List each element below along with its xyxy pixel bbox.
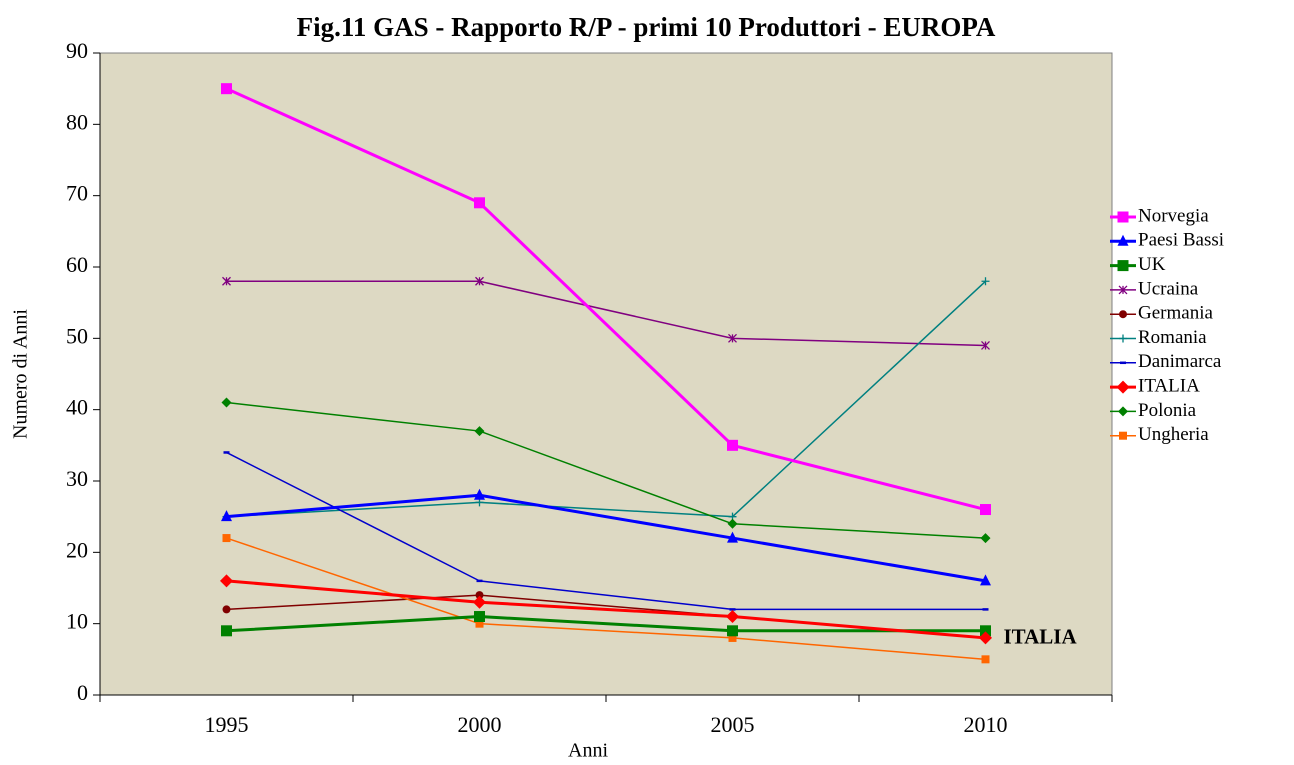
marker xyxy=(221,397,232,408)
marker xyxy=(221,625,232,637)
series-line xyxy=(226,579,986,640)
y-tick-label: 50 xyxy=(66,323,88,348)
y-tick-label: 30 xyxy=(66,466,88,491)
series-line xyxy=(226,280,986,347)
marker xyxy=(1119,334,1127,343)
marker xyxy=(473,595,486,609)
marker xyxy=(981,341,990,350)
legend-label: Norvegia xyxy=(1138,205,1209,226)
marker xyxy=(1116,380,1130,394)
marker xyxy=(475,276,484,286)
marker xyxy=(222,605,231,614)
marker xyxy=(981,655,990,664)
y-tick-label: 90 xyxy=(66,38,88,63)
marker xyxy=(728,633,737,642)
marker xyxy=(474,488,485,500)
marker xyxy=(1118,285,1128,295)
series-line xyxy=(226,451,986,611)
legend-label: Germania xyxy=(1138,303,1213,324)
legend-label: UK xyxy=(1138,254,1166,275)
marker xyxy=(1119,310,1127,319)
legend-label: Romania xyxy=(1138,327,1207,348)
marker xyxy=(980,574,991,586)
y-tick-label: 80 xyxy=(66,109,88,134)
marker xyxy=(1117,211,1129,223)
marker xyxy=(1117,234,1129,246)
marker xyxy=(222,534,231,543)
series-line xyxy=(226,537,986,661)
y-tick-label: 60 xyxy=(66,252,88,277)
marker xyxy=(474,197,485,209)
plot-area xyxy=(99,52,1113,696)
legend-label: ITALIA xyxy=(1138,375,1200,396)
series-line xyxy=(226,280,987,518)
marker xyxy=(475,591,484,600)
x-tick-label: 2010 xyxy=(964,712,1008,737)
marker xyxy=(221,510,232,522)
marker xyxy=(727,625,738,637)
marker xyxy=(474,426,485,437)
marker xyxy=(222,276,231,286)
annotation: ITALIA xyxy=(1004,625,1078,649)
marker xyxy=(981,277,990,286)
series-line xyxy=(226,615,986,633)
marker xyxy=(726,610,739,624)
series-line xyxy=(226,493,986,583)
legend-label: Ucraina xyxy=(1138,278,1199,299)
x-tick-label: 2005 xyxy=(711,712,755,737)
legend-label: Paesi Bassi xyxy=(1138,230,1224,251)
legend-label: Ungheria xyxy=(1138,424,1209,445)
marker xyxy=(728,333,737,343)
marker xyxy=(1117,260,1129,272)
marker xyxy=(475,619,484,628)
marker xyxy=(979,631,992,645)
x-tick-label: 2000 xyxy=(458,712,502,737)
marker xyxy=(474,611,485,623)
chart-title: Fig.11 GAS - Rapporto R/P - primi 10 Pro… xyxy=(297,12,996,42)
marker xyxy=(980,533,991,544)
marker xyxy=(727,518,738,529)
series-line xyxy=(226,401,986,539)
marker xyxy=(1119,431,1127,440)
marker xyxy=(980,625,991,637)
marker xyxy=(727,531,738,543)
y-tick-label: 40 xyxy=(66,395,88,420)
x-axis-label: Anni xyxy=(568,740,608,762)
y-tick-label: 10 xyxy=(66,609,88,634)
legend-label: Polonia xyxy=(1138,400,1197,421)
y-tick-label: 20 xyxy=(66,537,88,562)
y-tick-label: 0 xyxy=(77,680,88,705)
marker xyxy=(980,504,991,516)
series-line xyxy=(225,87,986,511)
marker xyxy=(220,574,233,588)
legend: Norvegia Paesi Bassi UK Ucraina Germania Roma… xyxy=(1110,205,1224,445)
x-tick-label: 1995 xyxy=(205,712,249,737)
marker xyxy=(221,83,232,95)
y-axis-label: Numero di Anni xyxy=(10,309,32,439)
marker xyxy=(727,439,738,451)
marker xyxy=(1118,406,1128,417)
y-tick-label: 70 xyxy=(66,181,88,206)
legend-label: Danimarca xyxy=(1138,351,1222,372)
